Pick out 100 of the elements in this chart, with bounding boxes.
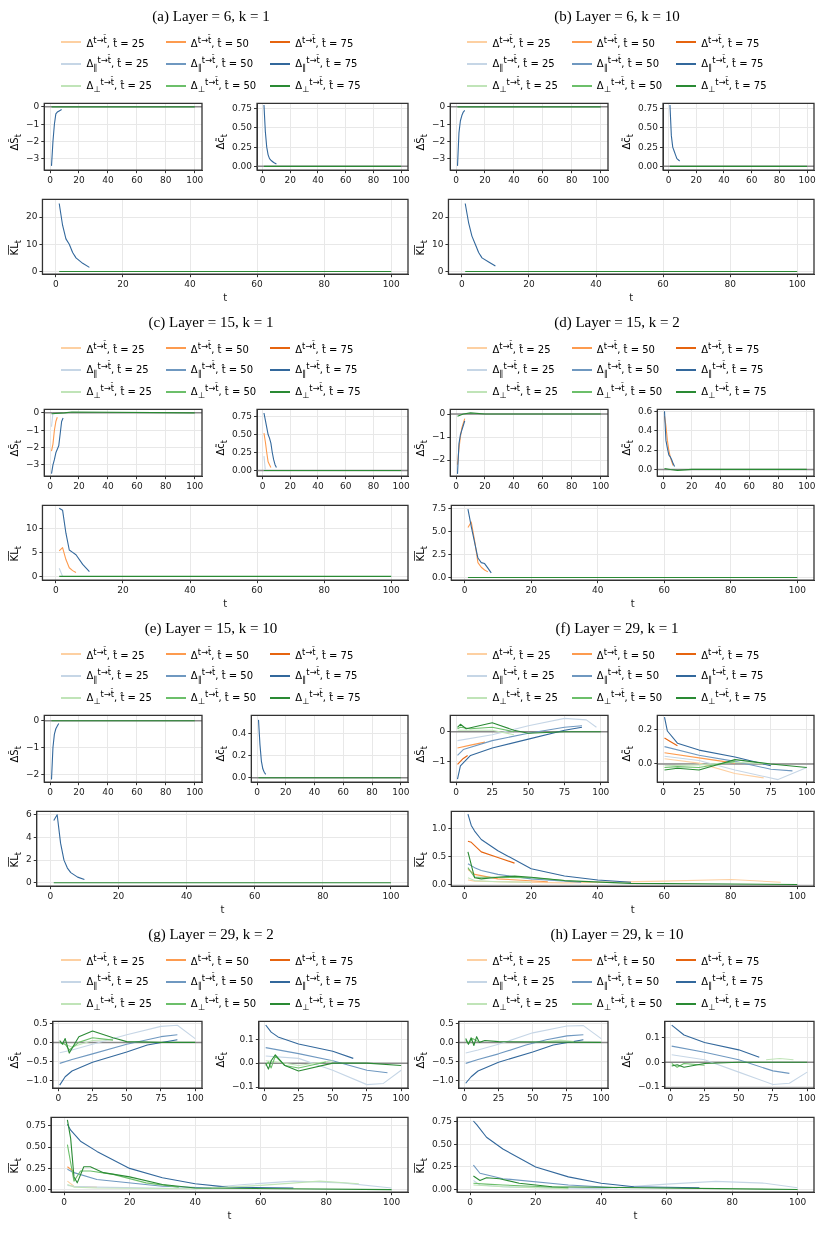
y-tick-label: 0.1 bbox=[645, 1031, 660, 1042]
legend-label: Δ$_{∥}$$^{t→t̂}$, t̂ = 50 bbox=[190, 667, 254, 685]
y-tick-label: 0.5 bbox=[33, 1017, 48, 1028]
legend-label: Δ$^{t→t̂}$, t̂ = 75 bbox=[295, 952, 354, 968]
legend-label: Δ$^{t→t̂}$, t̂ = 75 bbox=[295, 340, 354, 356]
y-tick-label: 0.50 bbox=[431, 1138, 453, 1149]
chart-title: (a) Layer = 6, k = 1 bbox=[151, 8, 271, 26]
x-tick-label: 20 bbox=[686, 480, 698, 491]
legend-label: Δ$^{t→t̂}$, t̂ = 75 bbox=[701, 952, 760, 968]
x-tick-label: 80 bbox=[724, 278, 737, 289]
x-tick-label: 40 bbox=[590, 278, 603, 289]
x-axis-title: t bbox=[223, 291, 228, 303]
y-tick-label: 0 bbox=[439, 408, 446, 419]
x-tick-label: 25 bbox=[292, 1092, 305, 1103]
x-axis-title: t bbox=[220, 903, 225, 915]
y-tick-label: 2 bbox=[25, 854, 32, 865]
x-tick-label: 60 bbox=[131, 174, 143, 185]
legend-label: Δ$_{∥}$$^{t→t̂}$, t̂ = 75 bbox=[701, 361, 764, 379]
x-tick-label: 50 bbox=[733, 1092, 745, 1103]
legend-label: Δ$^{t→t̂}$, t̂ = 50 bbox=[596, 34, 655, 50]
legend-label: Δ$^{t→t̂}$, t̂ = 50 bbox=[190, 952, 249, 968]
x-axis-title: t bbox=[633, 1209, 638, 1221]
legend-label: Δ$_{⊥}$$^{t→t̂}$, t̂ = 25 bbox=[492, 689, 558, 707]
y-tick-label: −3 bbox=[431, 153, 446, 164]
x-tick-label: 50 bbox=[522, 786, 535, 797]
legend-label: Δ$_{⊥}$$^{t→t̂}$, t̂ = 75 bbox=[295, 77, 361, 95]
legend-label: Δ$^{t→t̂}$, t̂ = 75 bbox=[701, 34, 760, 50]
x-tick-label: 100 bbox=[788, 278, 807, 289]
x-tick-label: 75 bbox=[767, 1092, 779, 1103]
x-tick-label: 0 bbox=[461, 1092, 468, 1103]
y-tick-label: 0 bbox=[439, 726, 446, 737]
chart-title: (c) Layer = 15, k = 1 bbox=[147, 314, 275, 332]
legend-label: Δ$_{∥}$$^{t→t̂}$, t̂ = 25 bbox=[492, 361, 555, 379]
x-tick-label: 80 bbox=[772, 480, 785, 491]
x-tick-label: 0 bbox=[467, 1196, 474, 1207]
x-tick-label: 100 bbox=[382, 890, 400, 901]
y-tick-label: −1 bbox=[25, 424, 40, 435]
y-tick-label: 4 bbox=[25, 831, 32, 842]
legend-label: Δ$^{t→t̂}$, t̂ = 25 bbox=[492, 952, 551, 968]
legend-label: Δ$^{t→t̂}$, t̂ = 25 bbox=[86, 646, 145, 662]
legend-label: Δ$_{∥}$$^{t→t̂}$, t̂ = 25 bbox=[86, 55, 149, 73]
legend-label: Δ$_{∥}$$^{t→t̂}$, t̂ = 50 bbox=[596, 361, 660, 379]
y-tick-label: 7.5 bbox=[431, 502, 447, 513]
legend-label: Δ$_{⊥}$$^{t→t̂}$, t̂ = 75 bbox=[295, 995, 361, 1013]
y-tick-label: −3 bbox=[25, 153, 40, 164]
x-tick-label: 60 bbox=[658, 584, 671, 595]
x-tick-label: 80 bbox=[160, 174, 172, 185]
x-tick-label: 60 bbox=[537, 480, 549, 491]
y-tick-label: 0 bbox=[437, 265, 444, 276]
x-tick-label: 25 bbox=[492, 1092, 505, 1103]
x-tick-label: 20 bbox=[284, 174, 297, 185]
legend-label: Δ$_{∥}$$^{t→t̂}$, t̂ = 25 bbox=[492, 973, 555, 991]
y-tick-label: 0.6 bbox=[637, 405, 653, 416]
y-tick-label: 20 bbox=[26, 211, 38, 222]
legend-label: Δ$_{⊥}$$^{t→t̂}$, t̂ = 75 bbox=[701, 383, 767, 401]
y-tick-label: −2 bbox=[25, 768, 40, 779]
x-tick-label: 100 bbox=[798, 1092, 817, 1103]
y-tick-label: 0.4 bbox=[637, 425, 653, 436]
y-tick-label: 1.0 bbox=[431, 822, 447, 833]
x-tick-label: 100 bbox=[186, 480, 204, 491]
legend-label: Δ$_{⊥}$$^{t→t̂}$, t̂ = 25 bbox=[492, 995, 558, 1013]
y-tick-label: −1 bbox=[431, 755, 446, 766]
y-tick-label: 0.00 bbox=[231, 160, 253, 171]
y-tick-label: 0 bbox=[33, 101, 40, 112]
y-tick-label: 0.50 bbox=[231, 428, 253, 439]
x-tick-label: 40 bbox=[508, 480, 520, 491]
x-tick-label: 40 bbox=[102, 786, 114, 797]
y-tick-label: 0.2 bbox=[231, 749, 247, 760]
y-tick-label: 0.5 bbox=[431, 850, 447, 861]
y-tick-label: 0.50 bbox=[637, 122, 659, 133]
y-tick-label: 0.00 bbox=[25, 1183, 47, 1194]
y-tick-label: 10 bbox=[26, 522, 38, 533]
x-tick-label: 80 bbox=[566, 480, 578, 491]
x-tick-label: 60 bbox=[537, 174, 549, 185]
y-tick-label: 0 bbox=[31, 570, 38, 581]
x-tick-label: 75 bbox=[765, 786, 777, 797]
x-axis-title: t bbox=[630, 903, 635, 915]
x-tick-label: 0 bbox=[61, 1196, 68, 1207]
legend-label: Δ$^{t→t̂}$, t̂ = 50 bbox=[190, 34, 249, 50]
x-tick-label: 50 bbox=[327, 1092, 339, 1103]
x-tick-label: 100 bbox=[788, 584, 807, 595]
y-tick-label: −0.1 bbox=[637, 1081, 660, 1092]
y-tick-label: 0.00 bbox=[231, 464, 253, 475]
x-tick-label: 20 bbox=[523, 278, 535, 289]
x-tick-label: 60 bbox=[337, 786, 350, 797]
x-tick-label: 100 bbox=[788, 890, 807, 901]
x-tick-label: 0 bbox=[660, 786, 667, 797]
x-tick-label: 80 bbox=[725, 584, 737, 595]
x-tick-label: 100 bbox=[186, 1092, 205, 1103]
x-tick-label: 100 bbox=[798, 786, 816, 797]
x-tick-label: 25 bbox=[693, 786, 705, 797]
x-tick-label: 20 bbox=[73, 174, 85, 185]
x-tick-label: 40 bbox=[180, 890, 193, 901]
x-tick-label: 40 bbox=[312, 174, 324, 185]
y-tick-label: 0.25 bbox=[25, 1162, 47, 1173]
x-tick-label: 20 bbox=[479, 480, 491, 491]
legend-label: Δ$_{⊥}$$^{t→t̂}$, t̂ = 50 bbox=[190, 995, 257, 1013]
x-tick-label: 0 bbox=[667, 1092, 674, 1103]
x-tick-label: 0 bbox=[461, 584, 468, 595]
legend-label: Δ$_{∥}$$^{t→t̂}$, t̂ = 50 bbox=[596, 667, 660, 685]
